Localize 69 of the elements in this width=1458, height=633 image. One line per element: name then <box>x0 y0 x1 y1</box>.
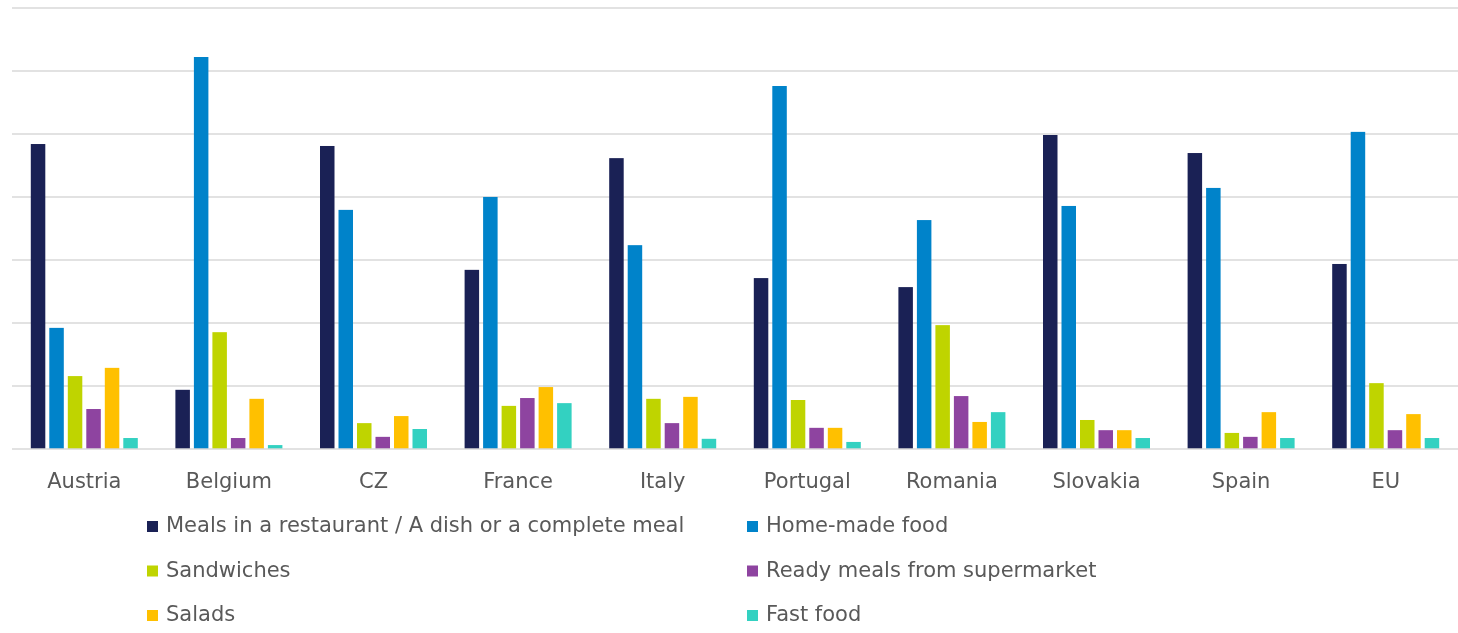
bar <box>1061 205 1076 449</box>
bar <box>1261 412 1277 449</box>
bar <box>30 144 46 449</box>
bar <box>249 398 264 449</box>
bar <box>320 145 335 449</box>
bar <box>664 423 680 449</box>
legend-label: Salads <box>166 602 236 626</box>
x-tick-label: Romania <box>905 469 998 493</box>
bar <box>990 412 1006 449</box>
bar <box>790 400 806 449</box>
bar <box>1098 430 1113 449</box>
x-tick-label: France <box>483 469 554 493</box>
x-tick-label: Slovakia <box>1052 469 1141 493</box>
x-tick-label: Austria <box>47 469 122 493</box>
bar <box>483 196 498 449</box>
bar <box>1369 383 1384 449</box>
x-tick-label: Belgium <box>185 469 272 493</box>
legend-label: Fast food <box>766 602 862 626</box>
bar <box>212 332 227 449</box>
bar <box>627 245 643 449</box>
bar <box>898 287 913 449</box>
bar <box>1206 187 1221 449</box>
bar <box>123 438 138 449</box>
bar <box>67 376 83 449</box>
bar <box>1243 436 1258 449</box>
bar <box>809 427 824 449</box>
bar <box>338 209 353 449</box>
bar <box>49 327 64 449</box>
bar <box>464 269 480 449</box>
legend-label: Ready meals from supermarket <box>766 557 1097 582</box>
bar <box>1350 131 1366 449</box>
legend-label: Sandwiches <box>166 557 291 582</box>
bar <box>1332 263 1347 449</box>
x-tick-label: CZ <box>358 469 389 493</box>
bar <box>827 427 843 449</box>
bar <box>175 389 190 449</box>
bar <box>972 421 987 449</box>
bar <box>357 423 372 449</box>
bar <box>1117 430 1132 449</box>
bar <box>520 398 535 449</box>
bar <box>86 409 101 449</box>
bar <box>1224 432 1240 449</box>
legend-label: Home-made food <box>766 513 949 537</box>
bar <box>609 158 624 449</box>
bar <box>193 57 209 449</box>
bar <box>916 220 932 449</box>
legend-label: Meals in a restaurant / A dish or a complete meal <box>166 513 685 537</box>
x-tick-label: Italy <box>639 469 686 493</box>
bar <box>1406 414 1421 449</box>
bar <box>953 396 969 449</box>
bar <box>412 429 427 449</box>
bar <box>683 396 698 449</box>
bar <box>104 367 120 449</box>
bar <box>1387 430 1403 449</box>
bar <box>557 403 572 449</box>
bar <box>1043 135 1058 449</box>
x-tick-label: Portugal <box>763 469 851 493</box>
x-tick-label: EU <box>1371 469 1401 493</box>
bar <box>753 278 769 449</box>
bar <box>935 325 950 449</box>
bar <box>1080 419 1095 449</box>
bar <box>1187 153 1203 449</box>
x-tick-label: Spain <box>1211 469 1271 493</box>
bar <box>501 405 517 449</box>
bar <box>772 86 787 449</box>
bar <box>646 398 661 449</box>
bar <box>1280 438 1295 449</box>
bar <box>538 387 554 449</box>
bar <box>394 416 409 449</box>
